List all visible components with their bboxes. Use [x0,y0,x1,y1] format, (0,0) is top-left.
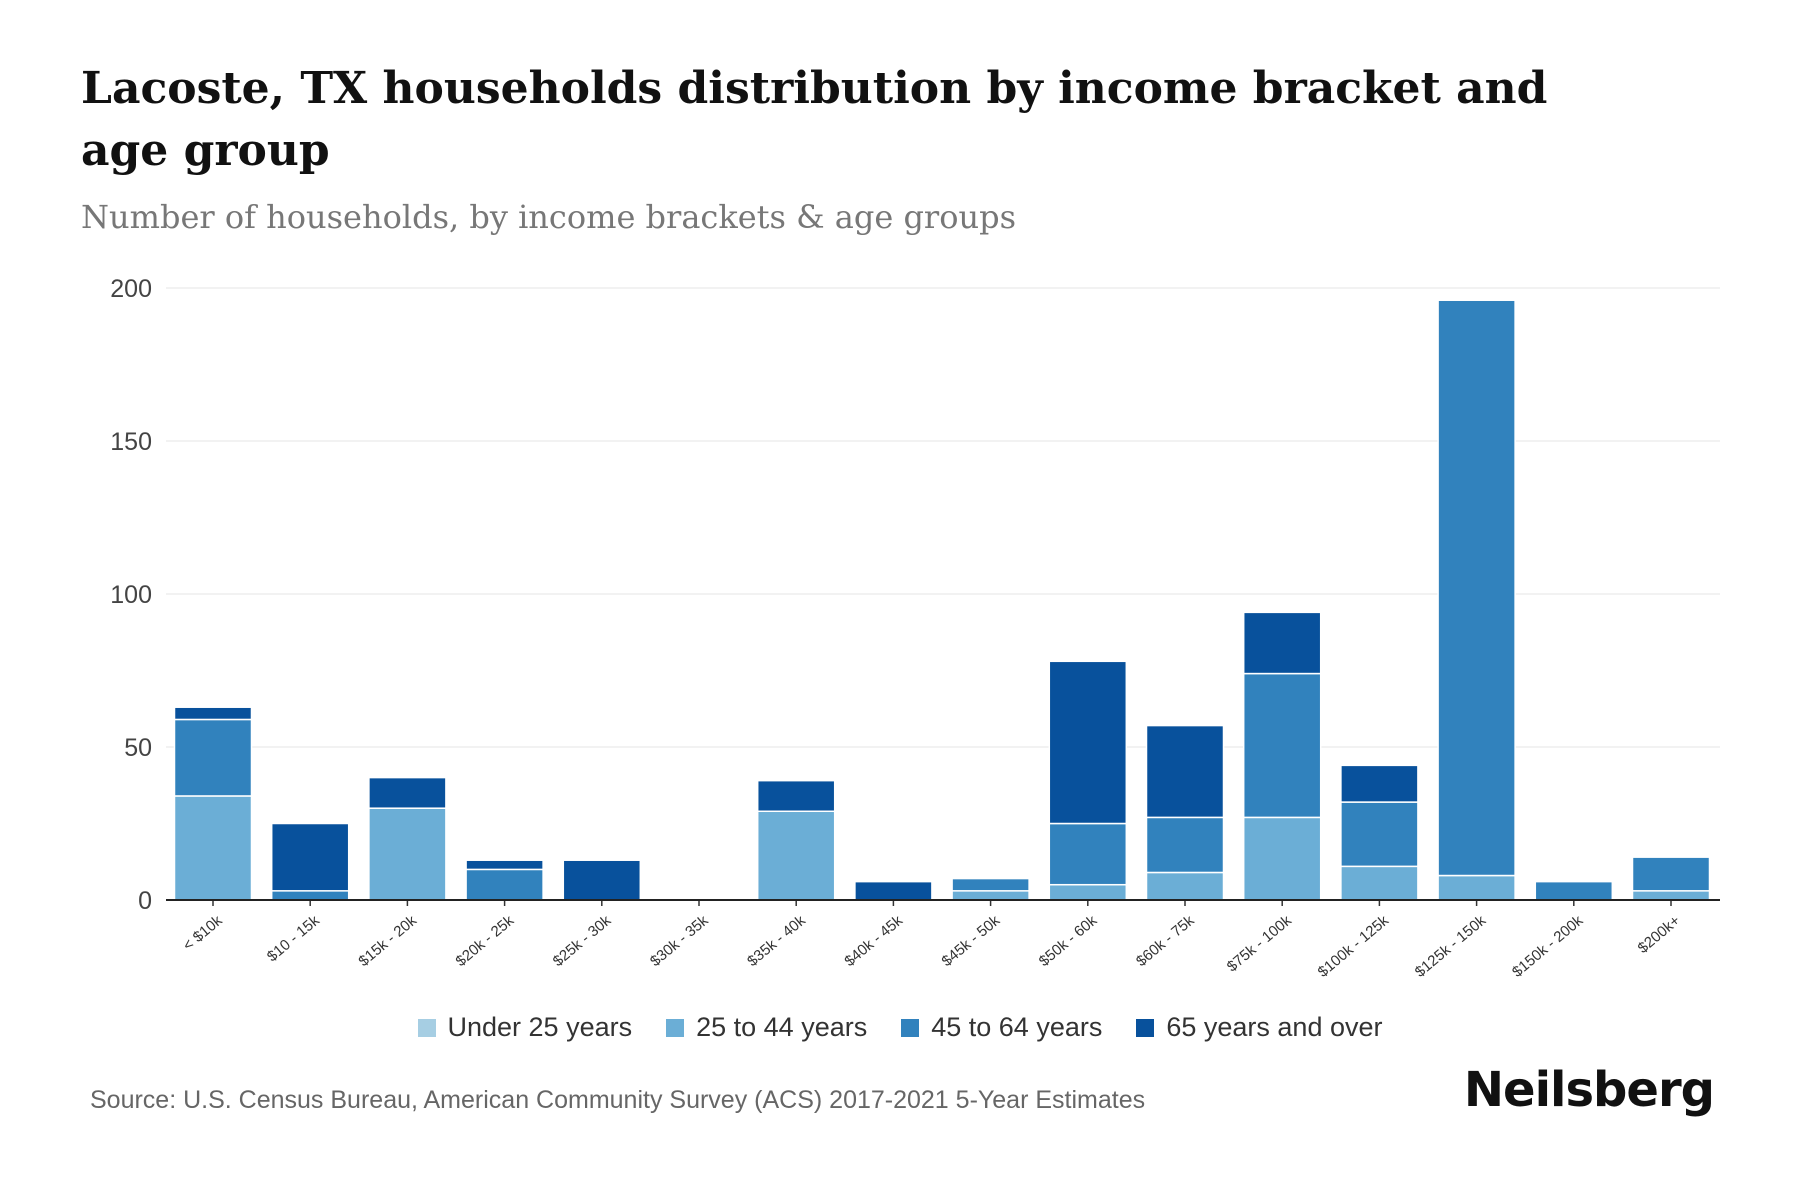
legend-item: Under 25 years [417,1012,633,1043]
bar-segment [951,877,1030,892]
y-tick-label: 150 [110,428,152,456]
y-tick-label: 50 [124,734,152,762]
bar-segment [465,859,544,871]
legend-item: 25 to 44 years [666,1012,867,1043]
x-tick-label: $15k - 20k [355,912,420,970]
x-tick-label: $100k - 125k [1315,912,1393,981]
legend-item: 65 years and over [1136,1012,1383,1043]
bar-segment [1048,660,1128,825]
bar-segment [951,890,1030,901]
y-tick-label: 100 [110,581,152,609]
bar-segment [1242,611,1322,675]
bar-segment [1340,865,1419,901]
x-tick-label: $45k - 50k [939,912,1004,970]
bar-segment [1242,816,1322,901]
bar-segment [1048,822,1128,886]
bar-segment [173,718,253,797]
x-tick-label: $150k - 200k [1509,912,1587,981]
bar-segment [1242,672,1322,819]
brand-logo: Neilsberg [1463,1062,1715,1118]
bar-segment [173,795,253,901]
bar-segment [368,807,447,901]
x-tick-label: $30k - 35k [647,912,712,970]
bar-segment [1340,764,1419,803]
x-tick-label: $75k - 100k [1224,912,1295,976]
bar-segment [173,706,253,721]
legend-swatch [417,1018,436,1037]
x-tick-label: $50k - 60k [1036,912,1101,970]
legend-label: 65 years and over [1166,1012,1383,1042]
legend-label: 45 to 64 years [931,1012,1103,1042]
x-tick-label: $125k - 150k [1412,912,1490,981]
bar-segment [756,810,836,901]
y-tick-label: 200 [110,275,152,303]
bar-segment [270,890,350,901]
legend-swatch [901,1018,920,1037]
legend-label: Under 25 years [447,1012,633,1042]
legend-label: 25 to 44 years [696,1012,868,1042]
y-tick-label: 0 [138,887,152,915]
bar-segment [1437,299,1516,877]
bar-segment [270,822,350,892]
x-tick-label: $35k - 40k [744,912,809,970]
bar-segment [1145,816,1225,874]
bar-segment [1437,874,1516,901]
bar-segment [1631,890,1711,901]
legend: Under 25 years 25 to 44 years 45 to 64 yea… [0,1012,1800,1043]
x-tick-label: $40k - 45k [841,912,906,970]
bar-segment [1534,880,1614,901]
bar-segment [368,776,447,809]
x-tick-label: $60k - 75k [1133,912,1198,970]
bar-segment [756,779,836,813]
legend-swatch [1136,1018,1155,1037]
x-tick-label: $200k+ [1635,912,1684,957]
legend-swatch [666,1018,685,1037]
x-tick-label: $20k - 25k [453,912,518,970]
bar-segment [1340,801,1419,868]
bar-segment [1631,856,1711,892]
chart-title: Lacoste, TX households distribution by i… [81,63,1548,176]
bar-segment [1048,883,1128,901]
bar-segment [854,880,933,901]
x-tick-label: $10 - 15k [264,912,323,966]
bar-segment [562,859,642,901]
source-note: Source: U.S. Census Bureau, American Com… [90,1086,1146,1114]
chart-subtitle: Number of households, by income brackets… [81,198,1016,236]
bar-segment [1145,724,1225,819]
x-tick-label: $25k - 30k [550,912,615,970]
legend-item: 45 to 64 years [901,1012,1102,1043]
bar-segment [1145,871,1225,901]
bar-segment [465,868,544,901]
x-tick-label: < $10k [180,912,226,955]
